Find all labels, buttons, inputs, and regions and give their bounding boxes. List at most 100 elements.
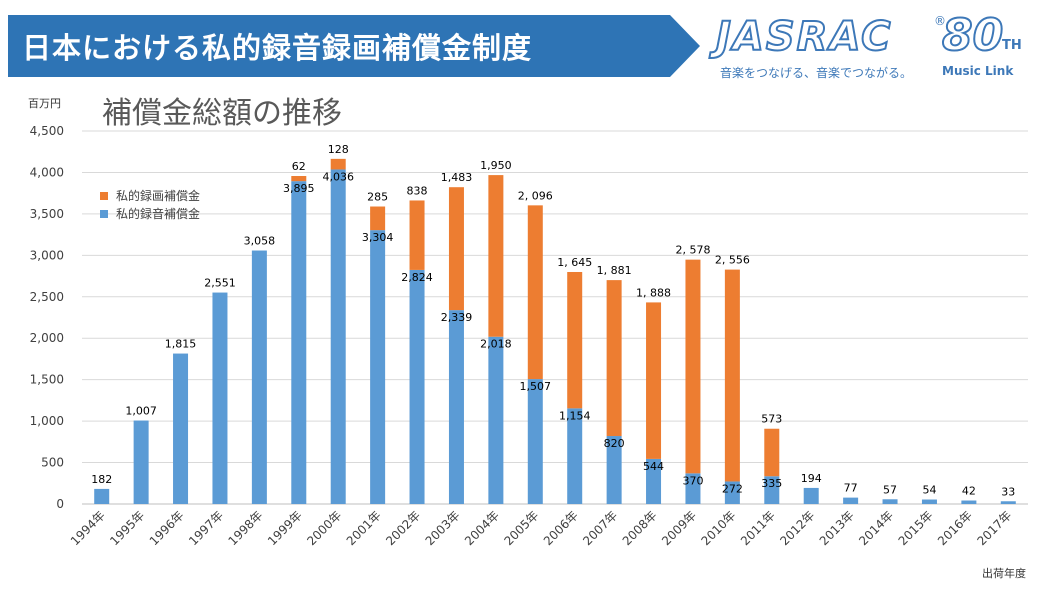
legend-label: 私的録画補償金 [116, 188, 200, 203]
data-label-video: 62 [292, 160, 306, 173]
data-label-recording: 182 [91, 473, 112, 486]
x-tick-label: 2008年 [620, 508, 660, 548]
logo-anniversary-number: 80 [941, 9, 1004, 62]
bar-segment-recording [724, 481, 740, 504]
bar-segment-video [567, 271, 583, 409]
bar-segment-video [764, 428, 780, 477]
bar-segment-recording [448, 310, 464, 504]
x-tick-label: 2004年 [462, 508, 502, 548]
data-label-recording: 2,551 [204, 277, 236, 290]
data-label-recording: 2,018 [480, 338, 512, 351]
x-tick-label: 1999年 [265, 508, 305, 548]
logo-music-link: Music Link [942, 64, 1014, 78]
bar-segment-recording [212, 292, 228, 504]
x-tick-label: 2017年 [974, 508, 1014, 548]
data-label-recording: 2,824 [401, 271, 433, 284]
bar-segment-video [527, 205, 543, 380]
x-axis-unit-label: 出荷年度 [982, 567, 1026, 580]
legend-swatch [100, 192, 108, 200]
bar-segment-recording [606, 436, 622, 504]
data-label-video: 2, 578 [675, 244, 710, 257]
data-label-video: 1, 645 [557, 256, 592, 269]
data-label-recording: 1,507 [520, 380, 552, 393]
x-tick-label: 2000年 [304, 508, 344, 548]
data-label-recording: 77 [844, 482, 858, 495]
bar-segment-recording [803, 487, 819, 504]
x-tick-label: 1995年 [107, 508, 147, 548]
bar-segment-video [685, 259, 701, 474]
data-label-recording: 54 [922, 484, 936, 497]
x-tick-label: 2005年 [501, 508, 541, 548]
y-tick-label: 1,000 [30, 414, 64, 428]
logo-wordmark: JASRAC [715, 13, 893, 61]
legend-label: 私的録音補償金 [116, 206, 200, 221]
x-tick-label: 1994年 [68, 508, 108, 548]
data-label-video: 838 [407, 184, 428, 197]
y-tick-label: 4,000 [30, 165, 64, 179]
data-label-recording: 3,895 [283, 182, 315, 195]
x-tick-label: 2009年 [659, 508, 699, 548]
data-label-video: 1,483 [441, 171, 473, 184]
data-label-video: 573 [761, 413, 782, 426]
bar-segment-recording [764, 476, 780, 504]
bar-segment-recording [527, 379, 543, 504]
x-tick-label: 2013年 [817, 508, 857, 548]
data-label-recording: 335 [761, 477, 782, 490]
data-label-video: 1,950 [480, 159, 512, 172]
bar-segment-recording [843, 497, 859, 504]
y-tick-label: 500 [41, 456, 64, 470]
bar-segment-recording [685, 473, 701, 504]
bar-segment-recording [646, 458, 662, 504]
banner-arrow-shape [8, 15, 700, 77]
bar-segment-video [291, 176, 307, 182]
data-label-video: 2, 096 [518, 189, 553, 202]
x-tick-label: 2012年 [777, 508, 817, 548]
data-label-recording: 1,007 [125, 405, 157, 418]
data-label-recording: 3,304 [362, 231, 394, 244]
bar-segment-recording [921, 499, 937, 504]
y-tick-label: 4,500 [30, 124, 64, 138]
bar-segment-recording [173, 353, 189, 504]
data-label-recording: 370 [682, 474, 703, 487]
x-tick-label: 1997年 [186, 508, 226, 548]
data-label-recording: 1,815 [165, 338, 197, 351]
data-label-video: 2, 556 [715, 254, 750, 267]
bar-segment-recording [961, 500, 977, 504]
data-label-recording: 4,036 [322, 170, 354, 183]
x-tick-label: 2007年 [580, 508, 620, 548]
data-label-recording: 272 [722, 482, 743, 495]
x-tick-label: 2002年 [383, 508, 423, 548]
data-label-video: 1, 888 [636, 286, 671, 299]
y-tick-label: 3,500 [30, 207, 64, 221]
jasrac-logo: JASRAC ® 80 TH 音楽をつなげる、音楽でつながる。 Music Li… [712, 9, 1042, 84]
data-label-video: 1, 881 [597, 264, 632, 277]
x-tick-label: 2006年 [541, 508, 581, 548]
bar-segment-recording [94, 488, 110, 504]
logo-anniversary-suffix: TH [1002, 38, 1022, 53]
bar-segment-recording [882, 499, 898, 504]
x-tick-label: 2014年 [856, 508, 896, 548]
bar-segment-video [448, 187, 464, 311]
data-label-recording: 42 [962, 485, 976, 498]
data-label-recording: 1,154 [559, 409, 591, 422]
data-label-recording: 2,339 [441, 311, 473, 324]
bar-segment-recording [488, 336, 504, 504]
y-tick-label: 2,000 [30, 331, 64, 345]
x-tick-label: 2010年 [699, 508, 739, 548]
x-tick-label: 1996年 [147, 508, 187, 548]
x-tick-label: 2001年 [344, 508, 384, 548]
bar-segment-video [646, 302, 662, 459]
bar-segment-video [330, 158, 346, 170]
data-label-recording: 57 [883, 483, 897, 496]
bar-segment-recording [251, 250, 267, 504]
data-label-recording: 194 [801, 472, 822, 485]
data-label-recording: 820 [604, 437, 625, 450]
x-tick-label: 2015年 [896, 508, 936, 548]
title-banner: 日本における私的録音録画補償金制度 [8, 15, 700, 77]
bar-segment-recording [291, 181, 307, 505]
x-tick-label: 1998年 [226, 508, 266, 548]
data-label-video: 285 [367, 191, 388, 204]
chart-title: 補償金総額の推移 [102, 96, 342, 131]
bar-segment-recording [370, 230, 386, 504]
